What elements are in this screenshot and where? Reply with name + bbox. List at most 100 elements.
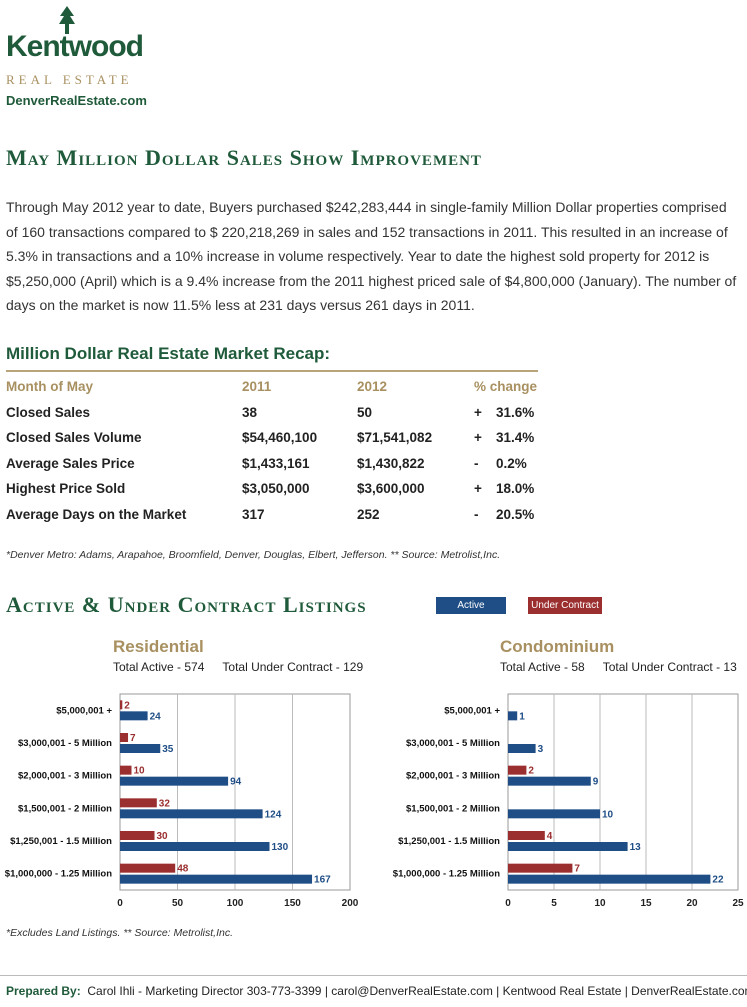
condominium-x-tick-label: 15 (640, 898, 652, 909)
change-sign: + (474, 404, 482, 420)
residential-active-label: 94 (230, 777, 242, 788)
row-label: Closed Sales Volume (6, 430, 142, 446)
row-change: +31.6% (474, 400, 538, 426)
residential-category-label: $5,000,001 + (56, 705, 112, 716)
residential-category-label: $1,000,000 - 1.25 Million (5, 869, 112, 880)
recap-divider (6, 370, 538, 372)
change-value: 31.4% (496, 430, 535, 446)
recap-header-month: Month of May (6, 379, 93, 395)
condominium-under-contract-bar (508, 831, 545, 840)
legend-under-contract: Under Contract (528, 597, 602, 614)
residential-chart-title: Residential (113, 637, 204, 656)
change-sign: - (474, 455, 479, 471)
recap-table: Month of May 2011 2012 % change Closed S… (6, 374, 538, 527)
residential-category-label: $3,000,001 - 5 Million (18, 738, 112, 749)
residential-under-contract-bar (120, 831, 155, 840)
condominium-under-contract-label: 7 (574, 864, 580, 875)
logo-subtitle: REAL ESTATE (6, 72, 133, 87)
condominium-plot-area (507, 693, 739, 891)
change-sign: - (474, 506, 479, 522)
residential-x-tick-label: 200 (342, 898, 359, 909)
condominium-active-bar (508, 776, 591, 786)
condominium-active-bar (508, 874, 711, 884)
row-label: Average Sales Price (6, 455, 135, 471)
residential-x-tick-label: 50 (172, 898, 184, 909)
tree-logo-icon (59, 6, 75, 34)
row-2011: $54,460,100 (242, 430, 318, 446)
residential-category-label: $1,500,001 - 2 Million (18, 803, 112, 814)
residential-total-uc: Total Under Contract - 129 (222, 660, 364, 674)
row-label: Average Days on the Market (6, 506, 187, 522)
residential-under-contract-bar (120, 700, 123, 710)
table-row: Closed Sales Volume $54,460,100 $71,541,… (6, 425, 538, 451)
table-row: Highest Price Sold $3,050,000 $3,600,000… (6, 476, 538, 502)
intro-paragraph: Through May 2012 year to date, Buyers pu… (6, 199, 737, 313)
residential-chart: 0 50 100 150 200 $5,000,001 + 2 24 $3,000,001 - … (5, 693, 359, 909)
condominium-active-label: 3 (538, 744, 544, 755)
residential-category-label: $2,000,001 - 3 Million (18, 771, 112, 782)
residential-active-bar (120, 809, 263, 819)
residential-active-label: 35 (162, 744, 174, 755)
residential-category-label: $1,250,001 - 1.5 Million (10, 836, 112, 847)
residential-under-contract-label: 30 (157, 831, 169, 842)
table-row: Average Sales Price $1,433,161 $1,430,82… (6, 451, 538, 477)
condominium-category-label: $3,000,001 - 5 Million (406, 738, 500, 749)
condominium-chart: 0 5 10 15 20 25 $5,000,001 + 1 $3,000,001 - 5 Mi… (393, 693, 744, 909)
condominium-x-tick-label: 0 (505, 898, 511, 909)
condominium-under-contract-bar (508, 765, 527, 775)
row-change: +31.4% (474, 425, 538, 451)
residential-under-contract-label: 32 (159, 798, 171, 809)
condominium-category-label: $5,000,001 + (444, 705, 500, 716)
residential-total-active: Total Active - 574 (113, 660, 205, 674)
row-2011: 317 (242, 506, 265, 522)
residential-active-bar (120, 874, 313, 884)
row-change: +18.0% (474, 476, 538, 502)
condominium-category-label: $1,000,000 - 1.25 Million (393, 869, 500, 880)
change-value: 20.5% (496, 506, 535, 522)
residential-active-bar (120, 711, 148, 721)
footer: Prepared By: Carol Ihli - Marketing Dire… (6, 984, 747, 998)
recap-header-2012: 2012 (357, 379, 388, 395)
change-value: 0.2% (496, 455, 527, 471)
condominium-under-contract-label: 2 (528, 766, 534, 777)
residential-under-contract-label: 2 (124, 700, 130, 711)
condominium-chart-title: Condominium (500, 637, 615, 656)
condominium-category-label: $2,000,001 - 3 Million (406, 771, 500, 782)
row-2012: 252 (357, 506, 380, 522)
residential-active-label: 130 (272, 842, 289, 853)
condominium-total-uc: Total Under Contract - 13 (602, 660, 737, 674)
change-sign: + (474, 481, 482, 497)
logo-url[interactable]: DenverRealEstate.com (6, 93, 147, 108)
row-2012: $3,600,000 (357, 481, 425, 497)
residential-active-bar (120, 744, 161, 753)
logo-wordmark: Kentwood (6, 30, 144, 63)
condominium-x-tick-label: 20 (686, 898, 698, 909)
change-sign: + (474, 430, 482, 446)
condominium-active-label: 1 (519, 711, 525, 722)
footer-label: Prepared By: (6, 984, 81, 998)
residential-under-contract-bar (120, 798, 157, 808)
listings-source-note: *Excludes Land Listings. ** Source: Metr… (6, 927, 234, 939)
residential-under-contract-label: 7 (130, 733, 136, 744)
condominium-active-label: 10 (602, 809, 614, 820)
row-2011: 38 (242, 404, 258, 420)
row-change: - 0.2% (474, 451, 538, 477)
condominium-x-tick-label: 5 (551, 898, 557, 909)
recap-header-2011: 2011 (242, 379, 272, 395)
condominium-under-contract-bar (508, 863, 573, 873)
listings-title: Active & Under Contract Listings (6, 592, 367, 617)
condominium-active-bar (508, 842, 628, 851)
condominium-active-label: 22 (712, 875, 724, 886)
footer-divider (0, 975, 747, 976)
row-2012: $71,541,082 (357, 430, 433, 446)
residential-active-bar (120, 776, 229, 786)
recap-header-change: % change (474, 379, 538, 395)
residential-active-label: 24 (150, 711, 162, 722)
condominium-x-tick-label: 25 (732, 898, 744, 909)
residential-x-tick-label: 0 (117, 898, 123, 909)
condominium-active-label: 13 (630, 842, 642, 853)
condominium-total-active: Total Active - 58 (500, 660, 585, 674)
row-label: Highest Price Sold (6, 481, 126, 497)
residential-active-label: 167 (314, 875, 331, 886)
condominium-category-label: $1,250,001 - 1.5 Million (398, 836, 500, 847)
